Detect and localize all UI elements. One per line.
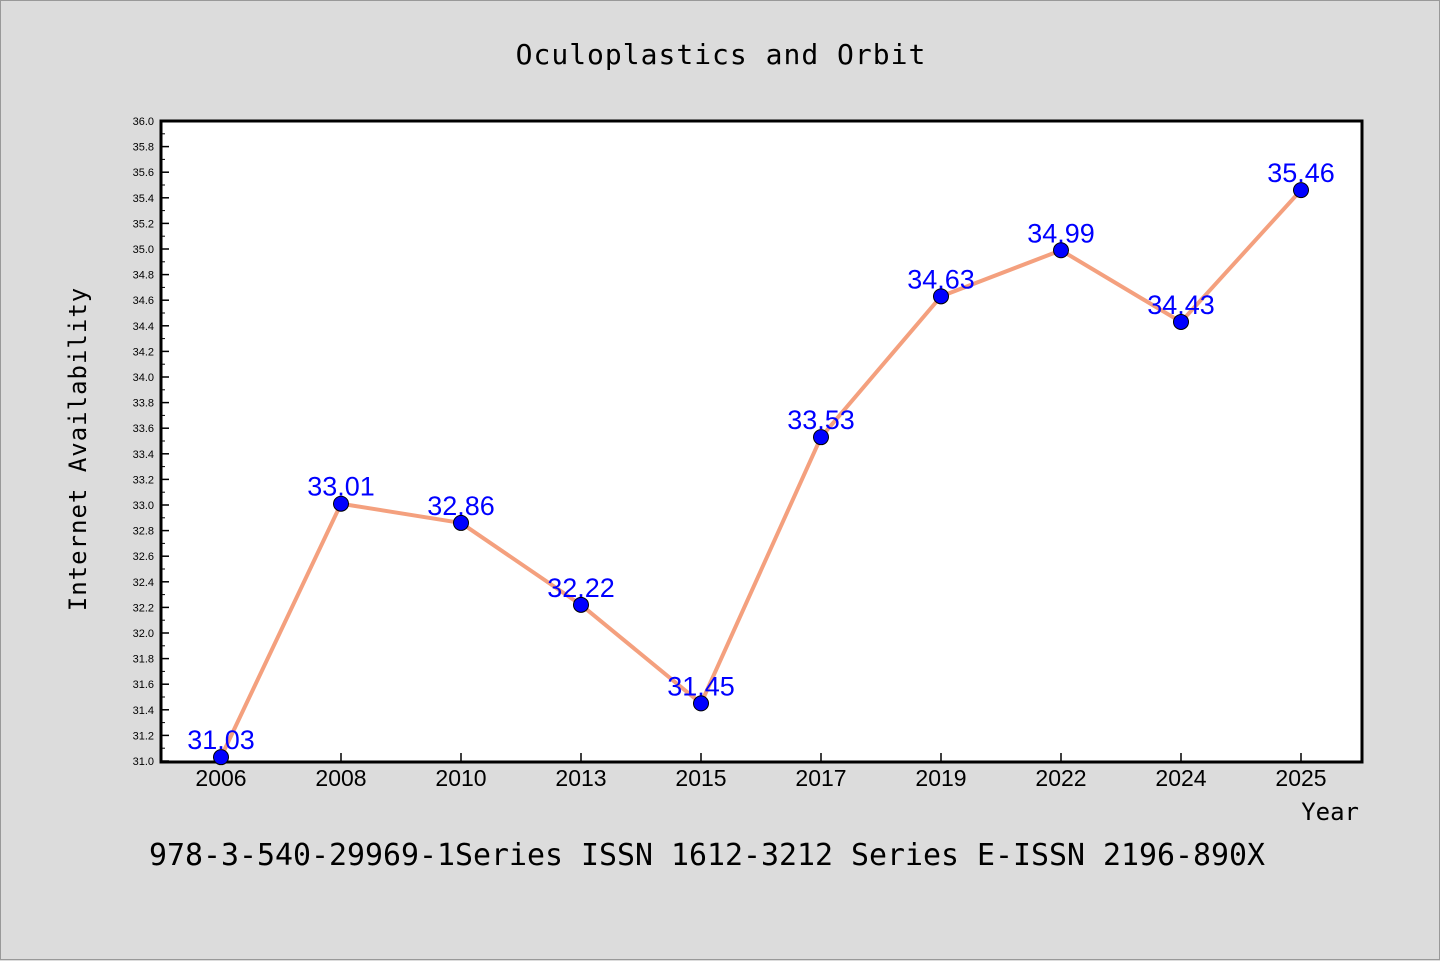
x-tick-label: 2024	[1155, 765, 1206, 791]
y-tick-label: 33.6	[133, 423, 154, 435]
y-tick-label: 35.2	[133, 218, 154, 230]
x-axis-label: Year	[1301, 798, 1359, 826]
data-label: 32.86	[427, 491, 495, 521]
data-label: 34.99	[1027, 218, 1095, 248]
y-tick-label: 34.0	[133, 372, 154, 384]
data-label: 31.45	[667, 671, 735, 701]
y-tick-label: 31.6	[133, 679, 154, 691]
plot-area	[159, 119, 1364, 764]
x-tick-label: 2010	[435, 765, 486, 791]
data-point-marker	[453, 514, 469, 531]
series-layer	[213, 182, 1309, 766]
data-point-marker	[693, 695, 709, 712]
data-point-marker	[813, 429, 829, 446]
y-tick-label: 34.6	[133, 295, 154, 307]
series-line	[219, 188, 1303, 760]
y-tick-label: 33.4	[133, 449, 154, 461]
y-tick-label: 33.0	[133, 500, 154, 512]
data-label: 34.43	[1147, 290, 1215, 320]
x-tick-label: 2017	[795, 765, 846, 791]
x-tick-label: 2006	[195, 765, 246, 791]
data-label: 34.63	[907, 264, 975, 294]
y-tick-label: 34.2	[133, 346, 154, 358]
y-tick-label: 31.8	[133, 654, 154, 666]
x-tick-label: 2008	[315, 765, 366, 791]
y-tick-label: 36.0	[133, 116, 154, 128]
data-label-layer: 31.03 33.01 32.86 32.22 31.45 33.53 34.63 34.99…	[187, 158, 1335, 755]
data-point-marker	[213, 749, 229, 766]
y-tick-label: 35.8	[133, 142, 154, 154]
data-point-marker	[333, 495, 349, 512]
y-tick-label: 35.4	[133, 193, 154, 205]
data-label: 35.46	[1267, 158, 1335, 188]
data-point-marker	[1053, 242, 1069, 259]
y-tick-label: 34.4	[133, 321, 154, 333]
x-tick-label: 2022	[1035, 765, 1086, 791]
y-tick-label: 32.6	[133, 551, 154, 563]
y-tick-label: 33.2	[133, 474, 154, 486]
y-axis-label: Internet Availability	[64, 287, 92, 611]
y-axis: 31.0 31.2 31.4 31.6 31.8 32.0 32.2 32.4 32.6 32.8…	[133, 116, 169, 768]
chart-title: Oculoplastics and Orbit	[516, 38, 927, 71]
y-tick-label: 31.4	[133, 705, 154, 717]
data-point-marker	[1173, 313, 1189, 330]
y-tick-label: 32.4	[133, 577, 154, 589]
y-tick-label: 33.8	[133, 398, 154, 410]
data-label: 33.53	[787, 405, 855, 435]
data-label: 33.01	[307, 472, 375, 502]
y-tick-label: 31.2	[133, 730, 154, 742]
footer-isbn-text: 978-3-540-29969-1Series ISSN 1612-3212 S…	[149, 838, 1265, 873]
y-tick-label: 34.8	[133, 270, 154, 282]
data-label: 31.03	[187, 725, 255, 755]
data-point-marker	[1293, 182, 1309, 199]
y-tick-label: 35.6	[133, 167, 154, 179]
y-tick-label: 31.0	[133, 756, 154, 768]
x-tick-label: 2025	[1275, 765, 1326, 791]
y-tick-label: 32.2	[133, 602, 154, 614]
x-axis: 2006 2008 2010 2013 2015 2017 2019 2022 2024 2025	[195, 753, 1327, 791]
x-tick-label: 2013	[555, 765, 606, 791]
y-tick-label: 32.8	[133, 526, 154, 538]
x-tick-label: 2015	[675, 765, 726, 791]
data-point-marker	[933, 288, 949, 305]
y-tick-label: 35.0	[133, 244, 154, 256]
y-tick-label: 32.0	[133, 628, 154, 640]
x-tick-label: 2019	[915, 765, 966, 791]
data-point-marker	[573, 596, 589, 613]
data-label: 32.22	[547, 573, 615, 603]
